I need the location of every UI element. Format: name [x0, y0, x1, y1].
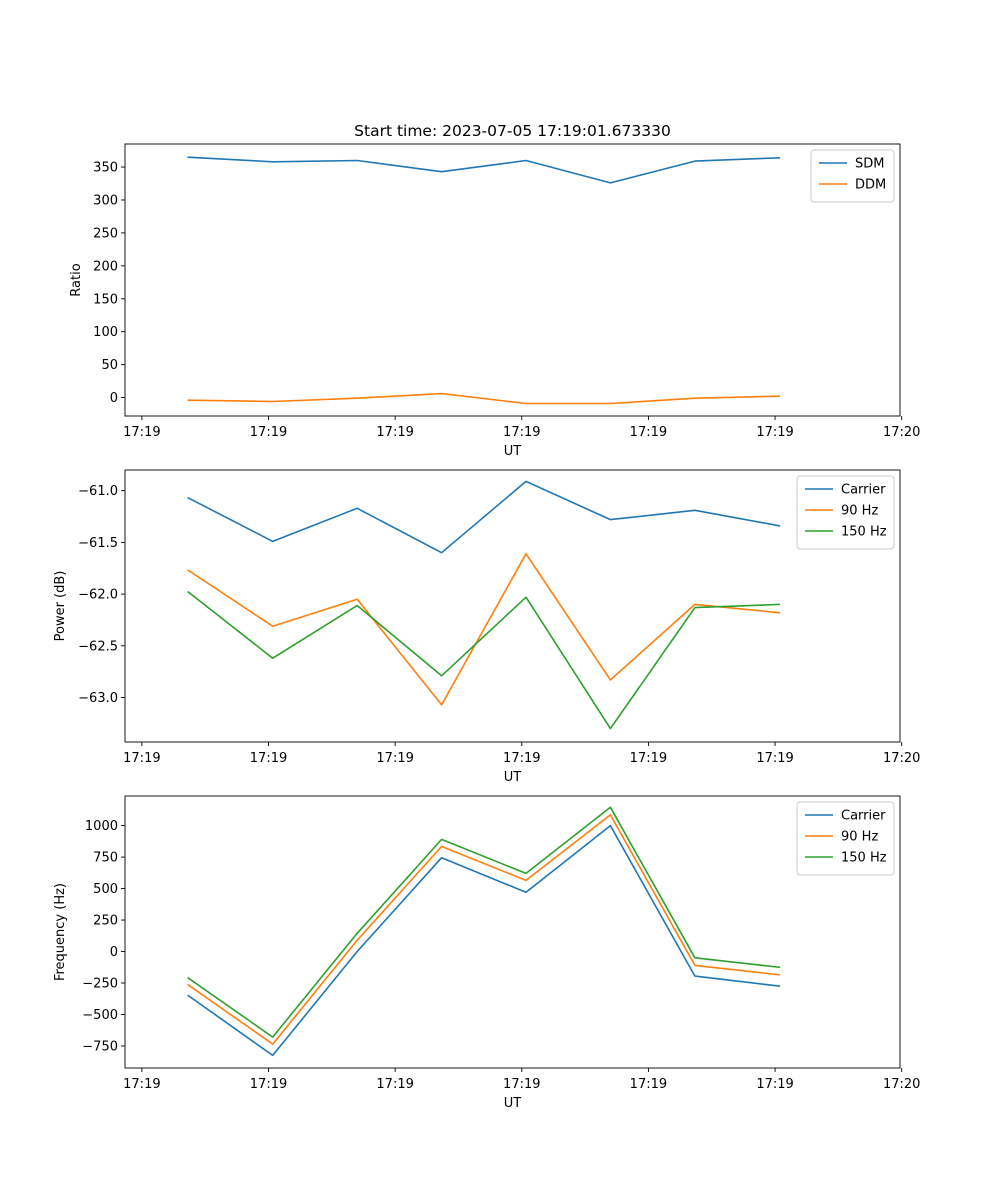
x-tick-label: 17:19: [376, 751, 413, 766]
legend-entry: 150 Hz: [841, 851, 887, 866]
series-line-150-hz: [187, 806, 781, 1038]
x-axis-label: UT: [504, 770, 522, 785]
subplot-1: 17:19 17:19 17:19 17:19 17:19 17:19 17:20 0 50 10…: [69, 143, 920, 459]
x-tick-label: 17:19: [503, 1077, 540, 1092]
subplot-3: 17:19 17:19 17:19 17:19 17:19 17:19 17:20 −750 −…: [53, 795, 920, 1111]
y-tick-label: 50: [101, 358, 118, 373]
legend-entry: DDM: [855, 178, 886, 193]
x-tick-label: 17:19: [123, 751, 160, 766]
y-axis-label: Power (dB): [53, 571, 68, 642]
x-tick-label: 17:19: [123, 1077, 160, 1092]
legend: SDM DDM: [810, 149, 895, 203]
x-tick-label: 17:19: [756, 425, 793, 440]
y-tick-label: 250: [93, 226, 118, 241]
x-tick-label: 17:19: [630, 1077, 667, 1092]
axes-frame: [124, 143, 901, 417]
legend-entry: SDM: [855, 157, 884, 172]
y-tick-label: −750: [82, 1039, 118, 1054]
series-line-150-hz: [187, 590, 781, 730]
x-tick-label: 17:19: [630, 425, 667, 440]
y-tick-label: 200: [93, 259, 118, 274]
series-line-carrier: [187, 480, 781, 554]
y-tick-label: −61.0: [78, 484, 118, 499]
x-tick-label: 17:19: [630, 751, 667, 766]
y-tick-label: 0: [110, 945, 118, 960]
y-tick-label: 0: [110, 391, 118, 406]
y-tick-label: −250: [82, 977, 118, 992]
y-tick-label: 100: [93, 325, 118, 340]
legend: Carrier 90 Hz 150 Hz: [796, 801, 895, 876]
x-tick-label: 17:19: [376, 1077, 413, 1092]
y-axis-label: Ratio: [69, 263, 84, 296]
y-tick-label: 350: [93, 161, 118, 176]
series-line-ddm: [187, 392, 781, 405]
legend-entry: 90 Hz: [841, 830, 878, 845]
x-axis-label: UT: [504, 1096, 522, 1111]
y-tick-label: 500: [93, 882, 118, 897]
y-tick-label: −63.0: [78, 691, 118, 706]
series-line-carrier: [187, 824, 781, 1057]
x-tick-label: 17:19: [123, 425, 160, 440]
x-tick-label: 17:19: [756, 1077, 793, 1092]
legend-entry: Carrier: [841, 809, 886, 824]
axes-frame: [124, 469, 901, 743]
x-tick-label: 17:19: [250, 1077, 287, 1092]
y-tick-label: −500: [82, 1008, 118, 1023]
legend-entry: 150 Hz: [841, 525, 887, 540]
x-tick-label: 17:19: [376, 425, 413, 440]
y-tick-label: 150: [93, 292, 118, 307]
axes-frame: [124, 795, 901, 1069]
x-tick-label: 17:19: [250, 425, 287, 440]
subplots: 17:19 17:19 17:19 17:19 17:19 17:19 17:20 0 50 10…: [53, 143, 920, 1111]
y-tick-label: 750: [93, 851, 118, 866]
y-tick-label: 250: [93, 914, 118, 929]
subplot-2: 17:19 17:19 17:19 17:19 17:19 17:19 17:20 −63.0…: [53, 469, 920, 785]
y-axis-label: Frequency (Hz): [53, 883, 68, 981]
series-line-90-hz: [187, 814, 781, 1045]
x-axis-label: UT: [504, 444, 522, 459]
y-tick-label: −62.5: [78, 639, 118, 654]
series-line-sdm: [187, 156, 781, 184]
x-tick-label: 17:20: [883, 1077, 920, 1092]
x-tick-label: 17:19: [503, 425, 540, 440]
legend: Carrier 90 Hz 150 Hz: [796, 475, 895, 550]
x-tick-label: 17:19: [503, 751, 540, 766]
x-tick-label: 17:20: [883, 751, 920, 766]
x-tick-label: 17:19: [756, 751, 793, 766]
chart-title: Start time: 2023-07-05 17:19:01.673330: [354, 122, 671, 140]
y-tick-label: −62.0: [78, 588, 118, 603]
y-tick-label: 1000: [85, 819, 118, 834]
y-tick-label: 300: [93, 193, 118, 208]
legend-entry: Carrier: [841, 483, 886, 498]
legend-entry: 90 Hz: [841, 504, 878, 519]
x-tick-label: 17:19: [250, 751, 287, 766]
series-line-90-hz: [187, 552, 781, 706]
x-tick-label: 17:20: [883, 425, 920, 440]
y-tick-label: −61.5: [78, 536, 118, 551]
